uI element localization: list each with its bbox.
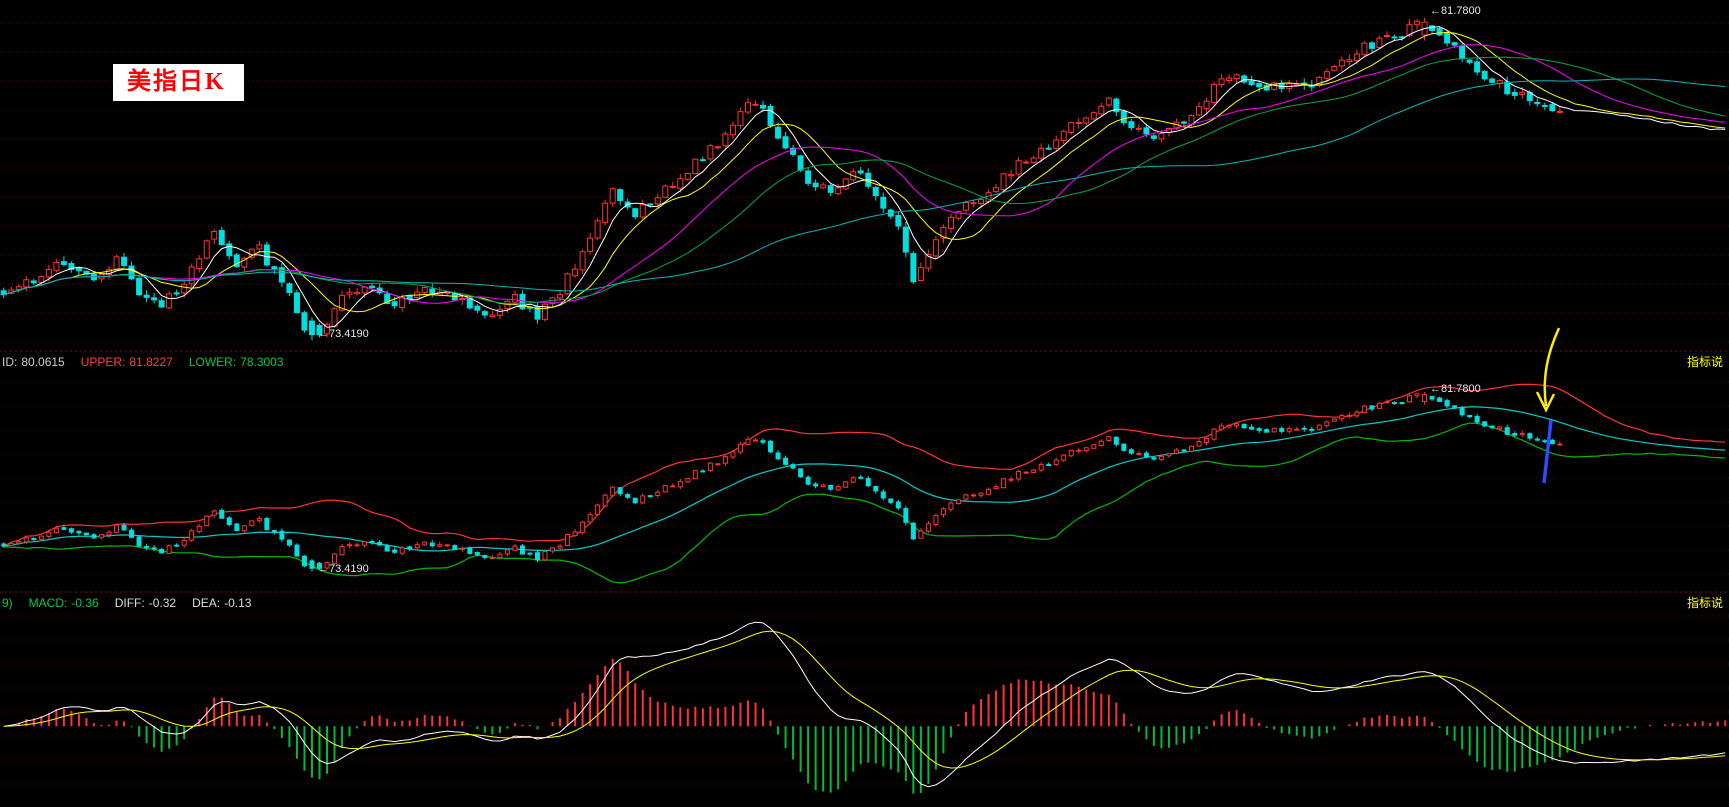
dea-value-readout: DEA: -0.13 [192,597,251,609]
macd-value: -0.36 [71,596,99,610]
boll-lower-label: LOWER: [188,355,237,369]
boll-mid-value: 80.0615 [21,355,65,369]
price-label-boll-low: ←73.4190 [318,563,369,575]
price-label-boll-high: ←81.7800 [1430,383,1481,395]
boll-header-row: ID: 80.0615 UPPER: 81.8227 LOWER: 78.3003 指… [0,353,1729,371]
dea-label: DEA: [192,596,221,610]
gridlines [0,22,1729,785]
boll-lower-readout: LOWER: 78.3003 [189,356,284,368]
macd-header-fragment: 9) [2,596,13,610]
ma-lines [3,26,1726,328]
boll-lower-value: 78.3003 [240,355,284,369]
macd-lines [3,621,1726,788]
macd-label: MACD: [28,596,68,610]
macd-header-row: 9) MACD: -0.36 DIFF: -0.32 DEA: -0.13 指标说 [0,594,1729,612]
diff-label: DIFF: [114,596,145,610]
diff-value-readout: DIFF: -0.32 [115,597,176,609]
diff-value: -0.32 [148,596,177,610]
macd-value-readout: MACD: -0.36 [29,597,99,609]
boll-bands [3,383,1726,584]
dea-value: -0.13 [224,596,252,610]
chart-title: 美指日K [113,64,244,102]
candles-boll [1,391,1563,572]
indicator-help-link-macd[interactable]: 指标说 [1686,596,1723,610]
boll-upper-readout: UPPER: 81.8227 [81,356,173,368]
boll-upper-label: UPPER: [80,355,126,369]
boll-mid-readout: ID: 80.0615 [2,356,65,368]
boll-upper-value: 81.8227 [129,355,173,369]
boll-mid-label: ID: [2,355,18,369]
price-label-main-high: ←81.7800 [1430,5,1481,17]
indicator-help-link-boll[interactable]: 指标说 [1686,355,1723,369]
macd-histogram [10,658,1727,794]
price-label-main-low: ←73.4190 [318,328,369,340]
